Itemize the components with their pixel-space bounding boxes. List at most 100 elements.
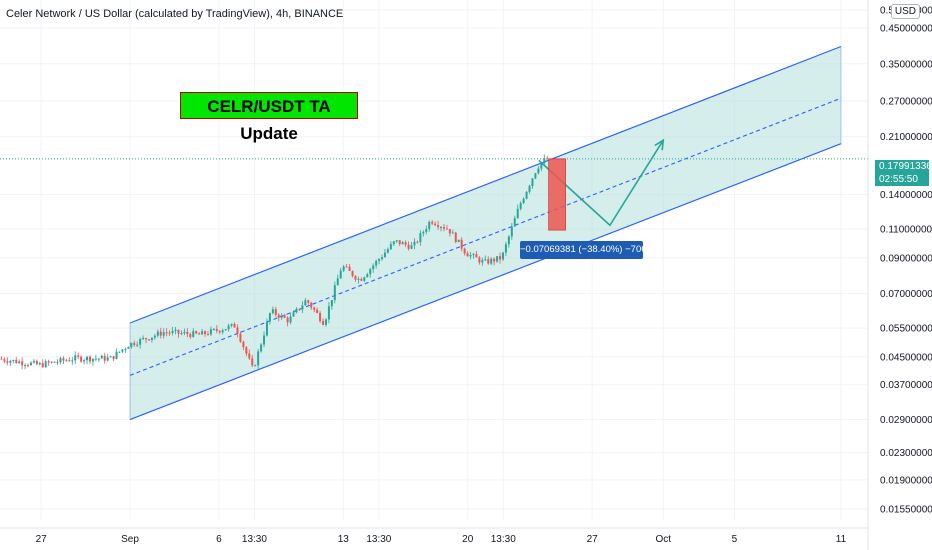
candle-body [451, 232, 454, 234]
candle-body [77, 355, 80, 357]
candle-body [112, 356, 115, 359]
candle-body [248, 353, 251, 359]
candle-body [12, 359, 15, 362]
candle-body [6, 361, 9, 363]
y-tick-label: 0.21000000 [880, 132, 932, 143]
candle-body [463, 248, 466, 254]
candle-body [475, 254, 478, 258]
candle-body [124, 348, 127, 350]
x-tick-label: 27 [587, 534, 599, 545]
candle-body [265, 321, 268, 336]
candle-body [83, 360, 86, 362]
x-tick-label: 13:30 [242, 534, 267, 545]
candle-body [333, 285, 336, 301]
candle-body [53, 361, 56, 363]
candle-body [395, 240, 398, 242]
candle-body [239, 333, 242, 342]
candle-body [528, 185, 531, 192]
y-tick-label: 0.01900000 [880, 475, 932, 486]
candle-body [398, 240, 401, 245]
y-tick-label: 0.02300000 [880, 448, 932, 459]
candle-body [413, 241, 416, 246]
candle-body [159, 331, 162, 336]
candle-body [142, 338, 145, 340]
x-tick-label: 20 [462, 534, 474, 545]
candle-body [106, 357, 109, 361]
candle-body [304, 300, 307, 306]
candle-body [224, 329, 227, 331]
candle-body [145, 338, 148, 340]
y-tick-label: 0.02900000 [880, 415, 932, 426]
candle-body [440, 227, 443, 229]
candle-body [153, 335, 156, 338]
candle-body [251, 358, 254, 366]
candle-body [457, 239, 460, 243]
candle-body [534, 173, 537, 179]
x-tick-label: Oct [655, 534, 671, 545]
candle-body [419, 233, 422, 243]
candle-body [496, 256, 499, 262]
candle-body [348, 266, 351, 271]
candle-body [254, 365, 257, 367]
candle-body [24, 365, 27, 367]
candle-body [507, 236, 510, 245]
candle-body [425, 229, 428, 232]
candle-body [198, 333, 201, 335]
y-tick-label: 0.04500000 [880, 352, 932, 363]
x-tick-label: 13 [338, 534, 350, 545]
candle-body [478, 257, 481, 263]
candle-body [268, 313, 271, 322]
channel-mid-line [129, 97, 842, 376]
candle-body [301, 305, 304, 310]
x-tick-label: 11 [836, 534, 847, 545]
candle-body [357, 278, 360, 280]
symbol-title: Celer Network / US Dollar (calculated by… [6, 8, 344, 20]
candle-body [504, 244, 507, 253]
candle-body [192, 331, 195, 337]
candle-body [537, 168, 540, 174]
candle-body [206, 334, 209, 336]
candle-body [292, 312, 295, 317]
candle-body [445, 228, 448, 230]
x-tick-label: Sep [121, 534, 139, 545]
candle-body [289, 316, 292, 323]
price-range-box [548, 158, 566, 231]
candle-body [499, 256, 502, 260]
candle-body [62, 358, 65, 361]
candle-body [389, 244, 392, 250]
current-price-label: 0.17991336 02:55:50 [875, 160, 932, 186]
candle-body [546, 158, 549, 160]
candle-body [260, 344, 263, 352]
candle-body [35, 360, 38, 365]
candle-body [204, 331, 207, 335]
candle-body [212, 328, 215, 330]
currency-button[interactable]: USD [890, 4, 920, 19]
candle-body [295, 308, 298, 313]
y-tick-label: 0.14000000 [880, 190, 932, 201]
candle-body [27, 365, 30, 367]
candle-body [0, 358, 3, 360]
candle-body [510, 226, 513, 237]
bar-countdown: 02:55:50 [879, 174, 918, 185]
candle-body [94, 358, 97, 360]
candle-body [404, 242, 407, 245]
candle-body [139, 338, 142, 345]
projection-arrowhead [654, 138, 665, 151]
candle-body [186, 331, 189, 335]
candle-body [233, 323, 236, 328]
candle-body [286, 317, 289, 323]
current-price-value: 0.17991336 [879, 161, 932, 172]
candle-body [156, 331, 159, 336]
candle-body [410, 245, 413, 249]
y-tick-label: 0.27000000 [880, 96, 932, 107]
x-tick-label: 13:30 [366, 534, 391, 545]
candle-body [274, 309, 277, 315]
candle-body [540, 163, 543, 169]
candle-body [180, 333, 183, 335]
candle-body [351, 270, 354, 277]
y-tick-label: 0.01550000 [880, 505, 932, 516]
y-tick-label: 0.45000000 [880, 23, 932, 34]
candle-body [313, 307, 316, 310]
candle-body [29, 362, 32, 366]
